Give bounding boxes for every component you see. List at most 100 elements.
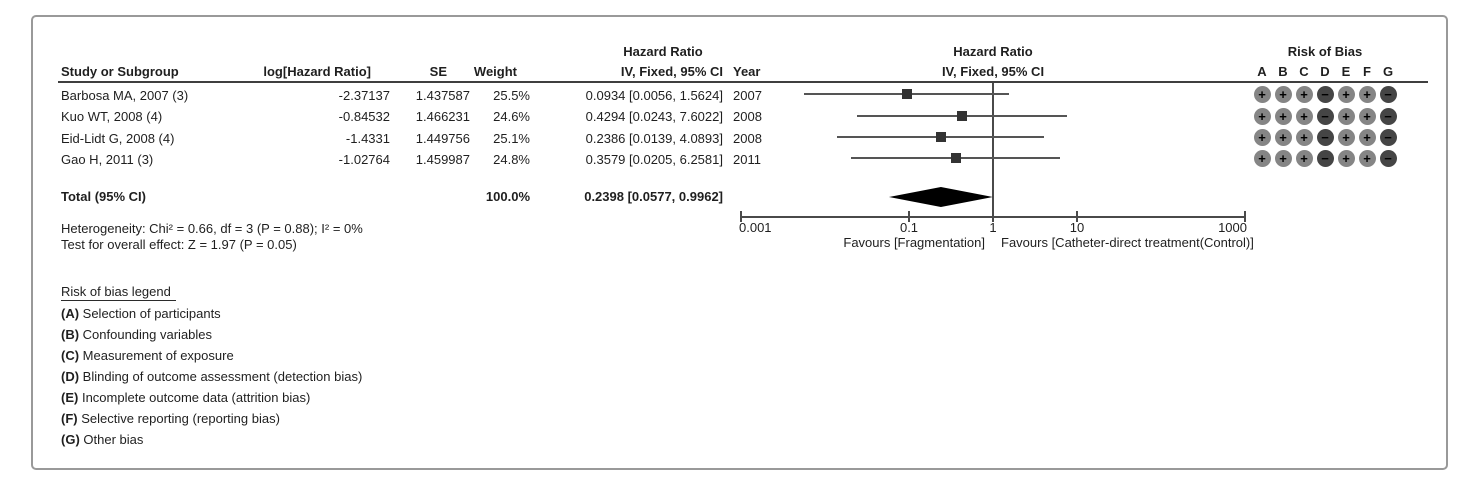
rob-dot: +	[1274, 149, 1292, 167]
rob-column-letter: A	[1257, 64, 1267, 79]
rob-dot: +	[1274, 107, 1292, 125]
rob-legend-key: (G)	[61, 432, 80, 447]
rob-legend-item: (A) Selection of participants	[61, 306, 221, 322]
study-se: 1.437587	[415, 88, 470, 103]
rob-legend-text: Selection of participants	[79, 306, 221, 321]
rob-dot: +	[1337, 107, 1355, 125]
total-weight: 100.0%	[485, 189, 530, 204]
rob-legend-text: Measurement of exposure	[79, 348, 234, 363]
rob-dot: +	[1295, 107, 1313, 125]
study-weight: 24.6%	[493, 109, 530, 124]
study-log-hr: -0.84532	[338, 109, 390, 124]
effect-square	[901, 89, 912, 99]
x-axis-tick-label: 1000	[1218, 220, 1247, 235]
rob-legend-key: (A)	[61, 306, 80, 321]
study-log-hr: -2.37137	[338, 88, 390, 103]
col-header-study: Study or Subgroup	[61, 64, 179, 79]
rob-legend-key: (B)	[61, 327, 80, 342]
rob-legend-item: (F) Selective reporting (reporting bias)	[61, 411, 280, 427]
rob-dot: −	[1316, 128, 1334, 146]
study-ci: 0.4294 [0.0243, 7.6022]	[585, 109, 723, 124]
rob-dot: +	[1295, 85, 1313, 103]
study-se: 1.466231	[415, 109, 470, 124]
rob-legend-item: (E) Incomplete outcome data (attrition b…	[61, 390, 310, 406]
total-label: Total (95% CI)	[61, 189, 146, 204]
heterogeneity-stat: Heterogeneity: Chi² = 0.66, df = 3 (P = …	[61, 221, 363, 236]
x-axis-tick	[1244, 211, 1246, 222]
col-header-se: SE	[429, 64, 447, 79]
rob-dot: +	[1253, 149, 1271, 167]
study-year: 2011	[733, 152, 761, 167]
study-log-hr: -1.02764	[338, 152, 390, 167]
rob-column-letter: E	[1341, 64, 1351, 79]
x-axis-tick-label: 10	[1069, 220, 1085, 235]
rob-column-letter: C	[1299, 64, 1309, 79]
rob-dot: −	[1316, 149, 1334, 167]
rob-dot: +	[1358, 85, 1376, 103]
figure-border	[31, 15, 1448, 470]
rob-legend-text: Other bias	[79, 432, 144, 447]
rob-dot: +	[1253, 107, 1271, 125]
x-axis-tick	[740, 211, 742, 222]
rob-dot: +	[1358, 128, 1376, 146]
rob-dot: −	[1316, 107, 1334, 125]
study-ci: 0.3579 [0.0205, 6.2581]	[585, 152, 723, 167]
rob-dot: +	[1253, 128, 1271, 146]
effect-square	[935, 132, 946, 142]
x-axis-tick	[992, 211, 994, 222]
col-header-weight: Weight	[473, 64, 517, 79]
rob-dot: +	[1337, 149, 1355, 167]
rob-legend-key: (C)	[61, 348, 80, 363]
x-axis-tick-label: 1	[989, 220, 997, 235]
study-se: 1.449756	[415, 131, 470, 146]
x-axis-tick-label: 0.1	[899, 220, 919, 235]
total-ci: 0.2398 [0.0577, 0.9962]	[584, 189, 723, 204]
rob-legend-item: (G) Other bias	[61, 432, 143, 448]
rob-dot: +	[1253, 85, 1271, 103]
study-weight: 25.5%	[493, 88, 530, 103]
study-name: Eid-Lidt G, 2008 (4)	[61, 131, 175, 146]
rob-legend-text: Confounding variables	[79, 327, 213, 342]
rob-legend-key: (E)	[61, 390, 79, 405]
rob-legend-text: Blinding of outcome assessment (detectio…	[79, 369, 363, 384]
rob-dot: +	[1358, 107, 1376, 125]
study-log-hr: -1.4331	[345, 131, 390, 146]
rob-column-letter: F	[1363, 64, 1371, 79]
study-ci: 0.2386 [0.0139, 4.0893]	[585, 131, 723, 146]
rob-title: Risk of Bias	[1287, 44, 1363, 59]
rob-legend-text: Incomplete outcome data (attrition bias)	[78, 390, 311, 405]
x-axis-tick	[1076, 211, 1078, 222]
rob-dot: +	[1358, 149, 1376, 167]
plot-effect-title: Hazard Ratio	[953, 44, 1033, 59]
study-ci: 0.0934 [0.0056, 1.5624]	[585, 88, 723, 103]
overall-effect-stat: Test for overall effect: Z = 1.97 (P = 0…	[61, 237, 297, 252]
rob-legend-item: (C) Measurement of exposure	[61, 348, 234, 364]
favours-right-label: Favours [Catheter-direct treatment(Contr…	[1001, 235, 1254, 250]
col-header-ci: IV, Fixed, 95% CI	[620, 64, 723, 79]
rob-legend-title: Risk of bias legend	[61, 284, 176, 301]
rob-legend-key: (D)	[61, 369, 80, 384]
rob-dot: +	[1337, 85, 1355, 103]
plot-effect-sub: IV, Fixed, 95% CI	[941, 64, 1045, 79]
study-weight: 25.1%	[493, 131, 530, 146]
study-name: Gao H, 2011 (3)	[61, 152, 154, 167]
study-year: 2008	[733, 131, 762, 146]
rob-dot: +	[1274, 128, 1292, 146]
rob-dot: +	[1274, 85, 1292, 103]
col-header-log-hr: log[Hazard Ratio]	[263, 64, 371, 79]
rob-column-letter: D	[1320, 64, 1330, 79]
rob-dot: +	[1295, 149, 1313, 167]
effect-square	[950, 153, 961, 163]
rob-dot: −	[1379, 107, 1397, 125]
rob-legend-item: (D) Blinding of outcome assessment (dete…	[61, 369, 362, 385]
col-header-year: Year	[733, 64, 761, 79]
study-weight: 24.8%	[493, 152, 530, 167]
header-rule	[58, 81, 1428, 83]
rob-dot: +	[1337, 128, 1355, 146]
effect-square	[957, 111, 968, 121]
rob-legend-item: (B) Confounding variables	[61, 327, 212, 343]
study-year: 2007	[733, 88, 762, 103]
study-se: 1.459987	[415, 152, 470, 167]
study-name: Kuo WT, 2008 (4)	[61, 109, 163, 124]
null-effect-line	[992, 83, 994, 217]
